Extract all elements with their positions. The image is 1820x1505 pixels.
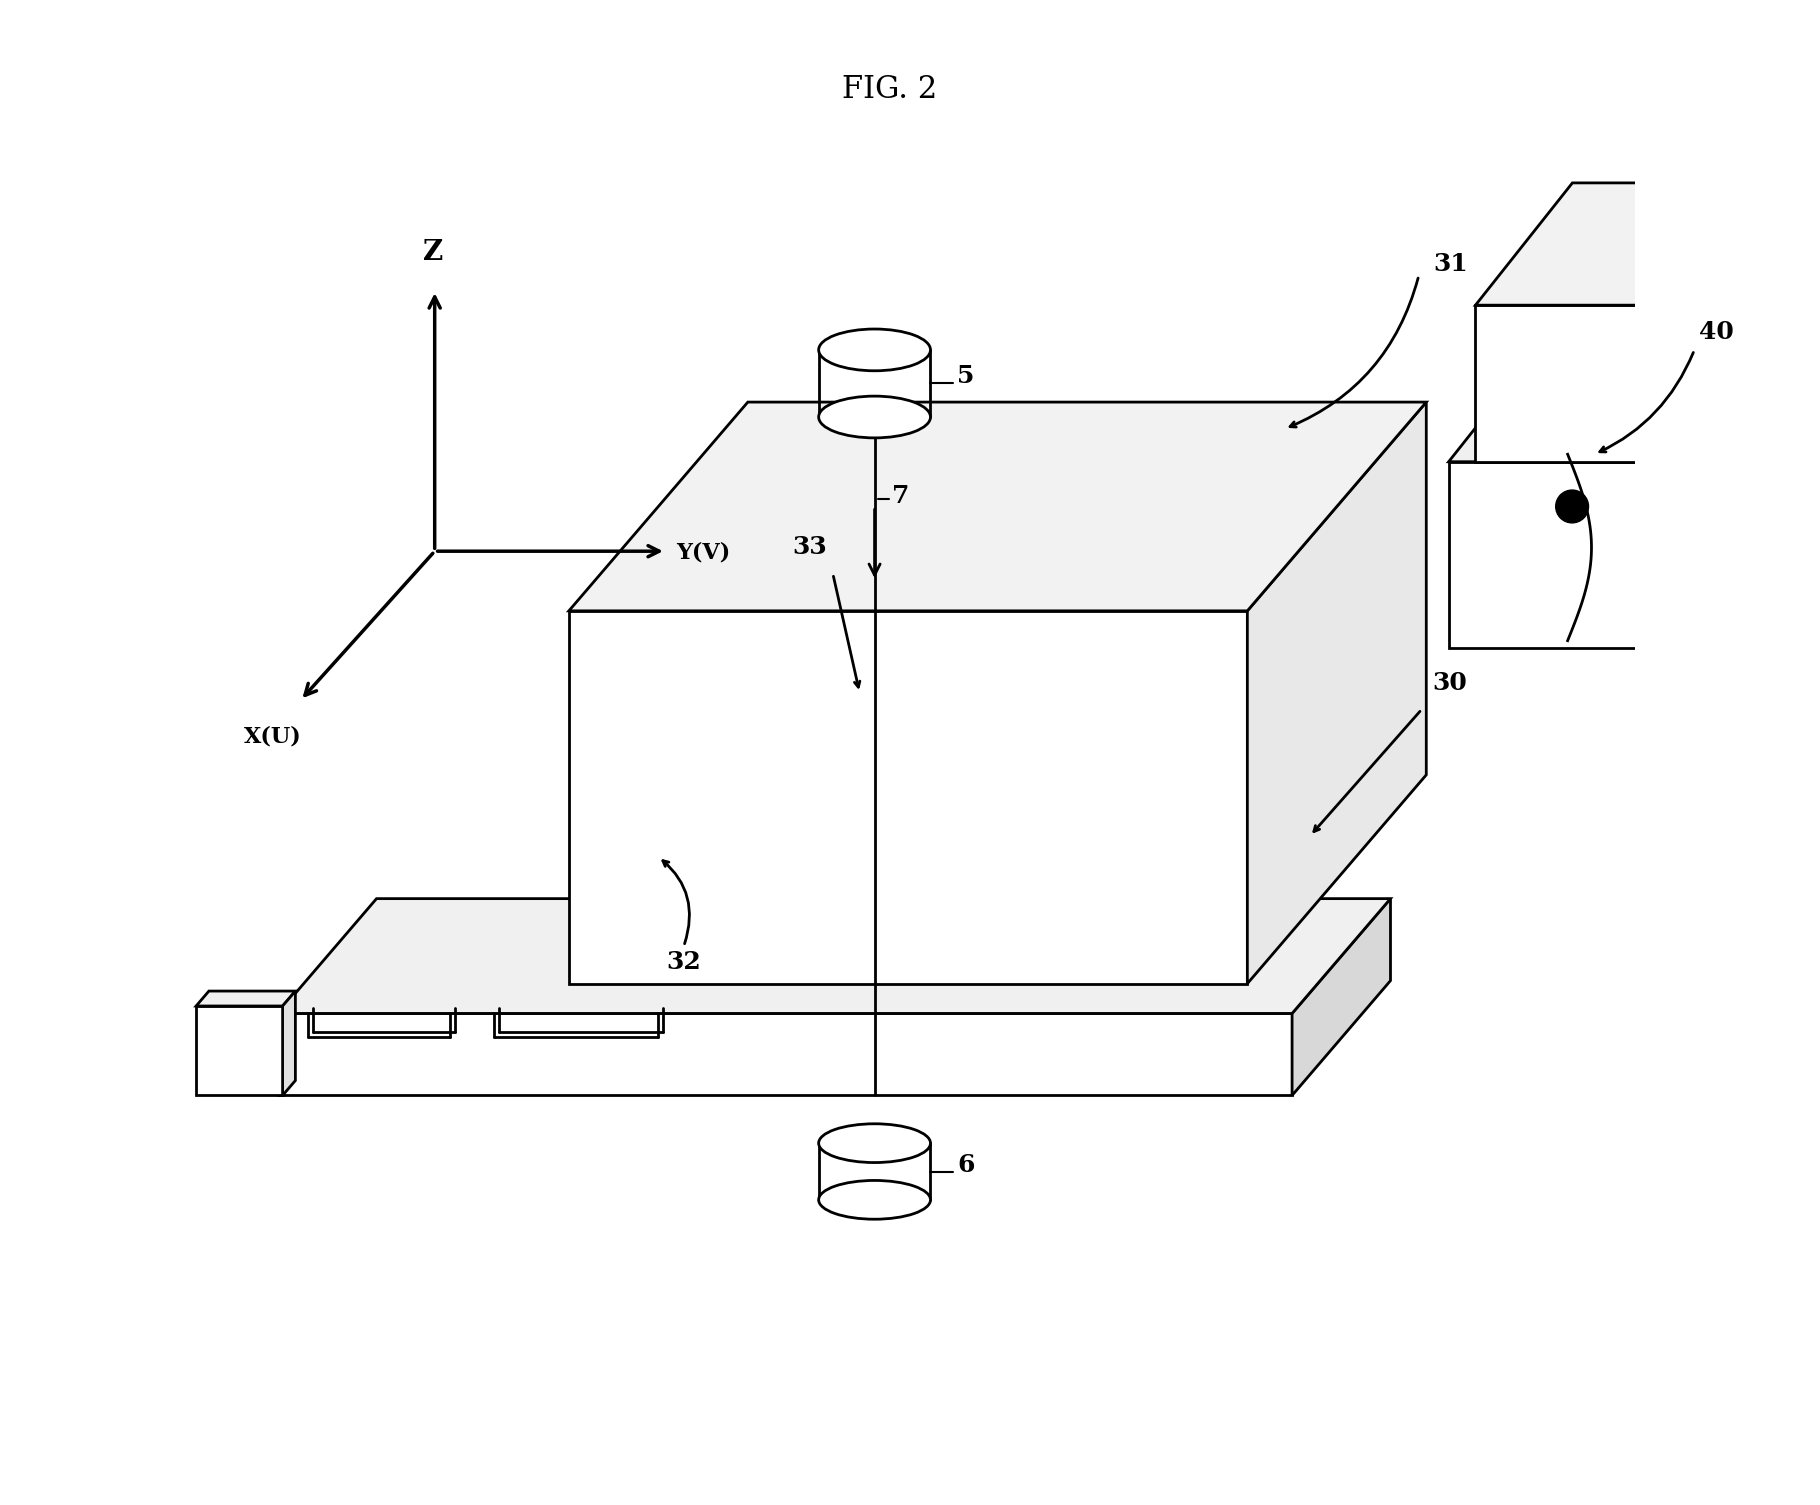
Ellipse shape [819,396,930,438]
Ellipse shape [819,1180,930,1219]
Polygon shape [197,992,295,1005]
Polygon shape [1449,340,1820,462]
Polygon shape [1754,184,1820,462]
Ellipse shape [819,330,930,370]
Text: 5: 5 [957,364,976,388]
Ellipse shape [819,1124,930,1162]
Polygon shape [1449,462,1762,649]
Polygon shape [1247,402,1427,984]
Text: 31: 31 [1434,251,1469,275]
Polygon shape [278,898,1390,1013]
Text: Z: Z [422,239,442,266]
Circle shape [1556,491,1589,522]
Polygon shape [1476,306,1754,462]
Text: 6: 6 [957,1153,976,1177]
Polygon shape [1762,340,1820,649]
Polygon shape [1292,898,1390,1096]
Polygon shape [1476,184,1820,306]
Text: 30: 30 [1432,671,1467,695]
Text: 40: 40 [1698,321,1734,345]
Polygon shape [570,402,1427,611]
Text: X(U): X(U) [244,725,302,746]
Polygon shape [570,611,1247,984]
Text: 33: 33 [792,536,828,560]
Text: 7: 7 [892,485,910,509]
Text: FIG. 2: FIG. 2 [843,74,937,105]
Text: 32: 32 [666,950,701,974]
Polygon shape [197,1005,282,1096]
Polygon shape [278,1013,1292,1096]
Text: Y(V): Y(V) [677,542,730,564]
Polygon shape [282,992,295,1096]
